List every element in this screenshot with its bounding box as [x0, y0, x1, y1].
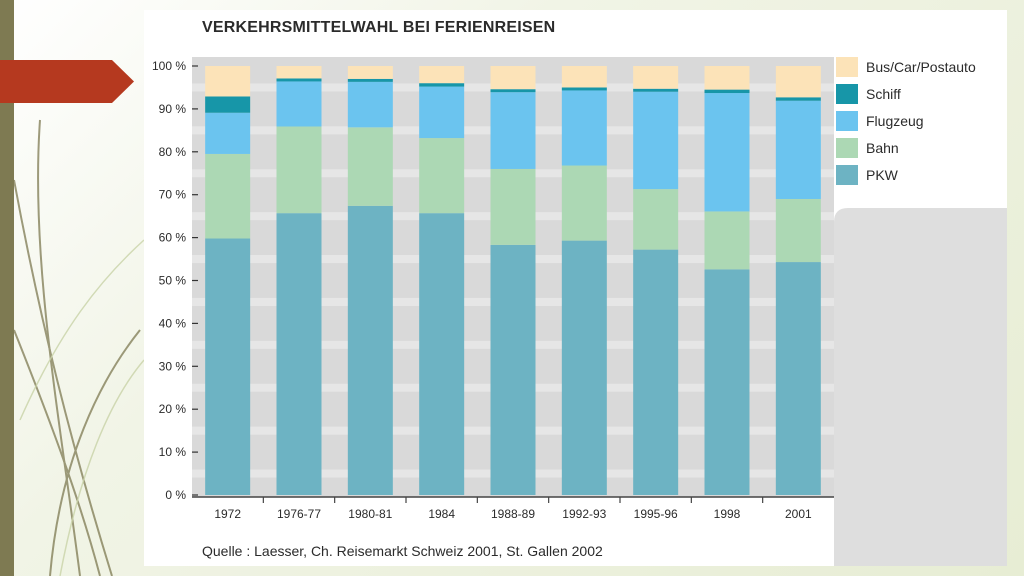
- legend-label: Bus/Car/Postauto: [866, 59, 976, 75]
- chart-title: VERKEHRSMITTELWAHL BEI FERIENREISEN: [202, 19, 556, 36]
- decorative-curve: [19, 239, 145, 421]
- y-tick-label: 40 %: [159, 316, 187, 330]
- bar-segment: [347, 66, 393, 79]
- bar-segment: [205, 238, 251, 495]
- bar-segment: [419, 86, 465, 139]
- x-tick-label: 1980-81: [348, 507, 392, 521]
- bar-segment: [276, 66, 322, 79]
- legend-panel: [834, 208, 1007, 566]
- bar-segment: [704, 269, 750, 495]
- x-tick-label: 1972: [214, 507, 241, 521]
- y-tick-label: 100 %: [152, 59, 186, 73]
- x-tick-label: 1984: [428, 507, 455, 521]
- bar-segment: [775, 97, 821, 101]
- bar-segment: [775, 66, 821, 98]
- bar-segment: [347, 78, 393, 82]
- decorative-curve: [13, 179, 113, 576]
- legend-swatch: [836, 57, 858, 77]
- bar-segment: [347, 127, 393, 206]
- legend-label: Schiff: [866, 86, 901, 102]
- x-tick-label: 1992-93: [562, 507, 606, 521]
- bar-segment: [561, 240, 607, 495]
- slide-arrow-marker: [0, 60, 134, 103]
- x-tick-label: 1995-96: [634, 507, 678, 521]
- bar-segment: [419, 83, 465, 87]
- x-tick-label: 1998: [714, 507, 741, 521]
- legend-swatch: [836, 84, 858, 104]
- y-tick-label: 30 %: [159, 359, 187, 373]
- x-tick-label: 1976-77: [277, 507, 321, 521]
- bar-segment: [205, 96, 251, 113]
- bar-segment: [633, 189, 679, 250]
- bar-segment: [419, 138, 465, 214]
- decorative-curve: [49, 329, 141, 576]
- bar-segment: [490, 66, 536, 90]
- bar-segment: [205, 112, 251, 154]
- legend-label: Flugzeug: [866, 113, 924, 129]
- bar-segment: [276, 213, 322, 495]
- bar-segment: [276, 126, 322, 214]
- stacked-bar-chart: 0 % 10 % 20 % 30 % 40 % 50 % 60 % 70 % 80 % 90 % 1…: [152, 57, 976, 521]
- y-tick-label: 0 %: [165, 488, 186, 502]
- bar-segment: [561, 66, 607, 88]
- bar-segment: [419, 66, 465, 84]
- decorative-curve: [59, 359, 145, 576]
- bar-segment: [704, 89, 750, 94]
- y-tick-label: 10 %: [159, 445, 187, 459]
- x-tick-label: 2001: [785, 507, 812, 521]
- bar-segment: [704, 93, 750, 212]
- legend-swatch: [836, 111, 858, 131]
- bar-segment: [205, 66, 251, 97]
- bar-segment: [205, 153, 251, 239]
- legend-label: PKW: [866, 167, 899, 183]
- bar-segment: [704, 66, 750, 90]
- y-tick-label: 90 %: [159, 102, 187, 116]
- bar-segment: [561, 165, 607, 241]
- y-tick-label: 60 %: [159, 231, 187, 245]
- y-tick-label: 50 %: [159, 274, 187, 288]
- bar-segment: [704, 211, 750, 270]
- bar-segment: [490, 89, 536, 93]
- bar-segment: [775, 198, 821, 263]
- decorative-curve: [37, 119, 81, 576]
- x-tick-label: 1988-89: [491, 507, 535, 521]
- slide-side-stripe: [0, 0, 14, 576]
- source-note: Quelle : Laesser, Ch. Reisemarkt Schweiz…: [202, 543, 603, 559]
- bar-segment: [419, 213, 465, 495]
- chart-figure: VERKEHRSMITTELWAHL BEI FERIENREISEN 0 % 1…: [144, 10, 1007, 566]
- bar-segment: [775, 100, 821, 199]
- y-tick-label: 70 %: [159, 188, 187, 202]
- decorative-curve: [13, 329, 101, 576]
- bar-segment: [633, 249, 679, 495]
- bar-segment: [633, 88, 679, 92]
- bar-segment: [490, 244, 536, 495]
- bar-segment: [633, 91, 679, 190]
- legend-swatch: [836, 165, 858, 185]
- y-tick-label: 20 %: [159, 402, 187, 416]
- bar-segment: [561, 87, 607, 91]
- legend-swatch: [836, 138, 858, 158]
- y-tick-label: 80 %: [159, 145, 187, 159]
- bar-segment: [561, 90, 607, 166]
- bar-segment: [490, 168, 536, 245]
- legend-label: Bahn: [866, 140, 899, 156]
- bar-segment: [347, 81, 393, 128]
- bar-segment: [347, 205, 393, 495]
- bar-segment: [276, 78, 322, 82]
- bar-segment: [490, 92, 536, 169]
- bar-segment: [775, 262, 821, 495]
- bar-segment: [276, 81, 322, 127]
- bar-segment: [633, 66, 679, 89]
